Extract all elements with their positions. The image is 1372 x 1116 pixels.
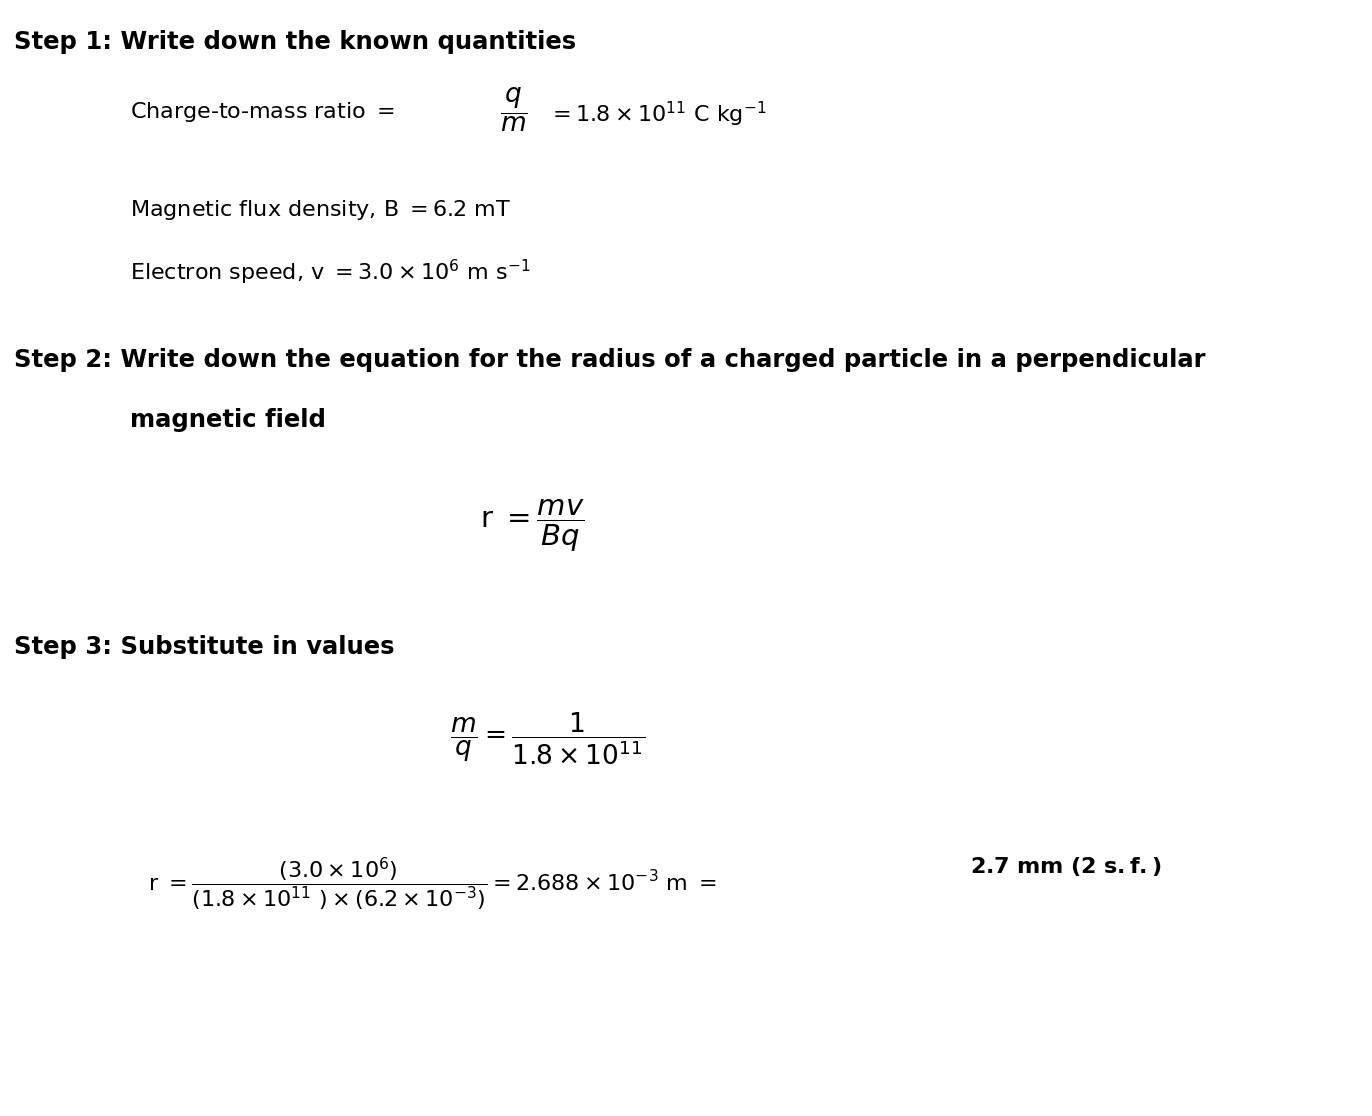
Text: Step 2: Write down the equation for the radius of a charged particle in a perpen: Step 2: Write down the equation for the …	[14, 348, 1206, 372]
Text: r $= \dfrac{(3.0 \times 10^{6})}{(1.8 \times 10^{11}\ ) \times (6.2 \times 10^{-: r $= \dfrac{(3.0 \times 10^{6})}{(1.8 \t…	[148, 855, 723, 913]
Text: Magnetic flux density, B $= 6.2$ mT: Magnetic flux density, B $= 6.2$ mT	[130, 198, 512, 222]
Text: Electron speed, v $= 3.0 \times 10^{6}$ m s$^{-1}$: Electron speed, v $= 3.0 \times 10^{6}$ …	[130, 258, 531, 287]
Text: $= 1.8 \times 10^{11}$ C kg$^{-1}$: $= 1.8 \times 10^{11}$ C kg$^{-1}$	[547, 100, 767, 129]
Text: magnetic field: magnetic field	[130, 408, 327, 432]
Text: Step 1: Write down the known quantities: Step 1: Write down the known quantities	[14, 30, 576, 54]
Text: Step 3: Substitute in values: Step 3: Substitute in values	[14, 635, 395, 660]
Text: r $= \dfrac{mv}{Bq}$: r $= \dfrac{mv}{Bq}$	[480, 498, 584, 555]
Text: $\dfrac{q}{m}$: $\dfrac{q}{m}$	[499, 86, 528, 134]
Text: $\mathbf{2.7\ mm\ (2\ s.f.)}$: $\mathbf{2.7\ mm\ (2\ s.f.)}$	[970, 855, 1162, 878]
Text: $\dfrac{m}{q} = \dfrac{1}{1.8 \times 10^{11}}$: $\dfrac{m}{q} = \dfrac{1}{1.8 \times 10^…	[450, 710, 645, 767]
Text: Charge-to-mass ratio $=$: Charge-to-mass ratio $=$	[130, 100, 395, 124]
